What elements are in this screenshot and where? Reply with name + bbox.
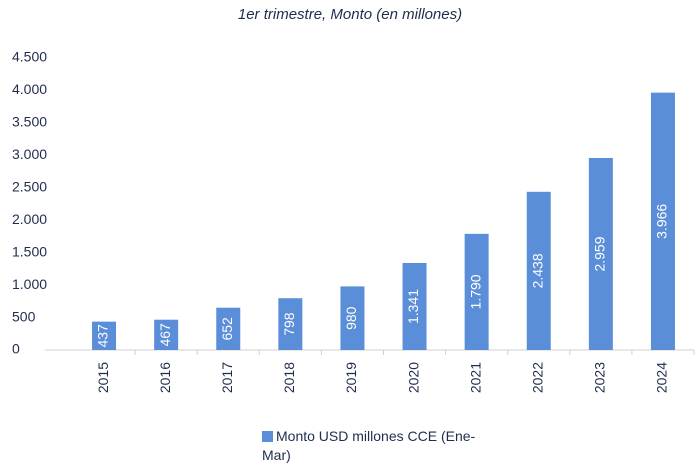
legend-label: Monto USD millones CCE (Ene-Mar) <box>262 428 476 463</box>
x-tick-label: 2017 <box>219 362 235 393</box>
value-label: 2.959 <box>592 236 608 271</box>
x-tick-label: 2021 <box>467 362 483 393</box>
value-label: 1.341 <box>405 289 421 324</box>
x-tick-label: 2022 <box>529 362 545 393</box>
x-tick-label: 2015 <box>95 362 111 393</box>
bar <box>340 286 365 350</box>
value-label: 798 <box>281 312 297 336</box>
y-tick-label: 1.000 <box>12 276 47 292</box>
bar <box>402 262 427 350</box>
y-tick-label: 500 <box>12 308 36 324</box>
y-tick-label: 4.500 <box>12 49 47 65</box>
x-tick-label: 2019 <box>343 362 359 393</box>
value-label: 652 <box>219 317 235 341</box>
bar <box>464 233 489 350</box>
x-tick-label: 2023 <box>592 362 608 393</box>
y-tick-label: 2.000 <box>12 211 47 227</box>
bar <box>650 92 675 350</box>
y-tick-label: 0 <box>12 341 20 357</box>
bar <box>278 298 303 350</box>
legend-swatch <box>262 431 273 442</box>
legend: Monto USD millones CCE (Ene-Mar) <box>262 427 482 465</box>
value-label: 467 <box>157 323 173 347</box>
bar <box>92 321 117 350</box>
value-label: 437 <box>95 324 111 348</box>
value-label: 980 <box>343 306 359 330</box>
y-tick-label: 3.000 <box>12 146 47 162</box>
value-label: 3.966 <box>654 204 670 239</box>
y-tick-label: 1.500 <box>12 243 47 259</box>
bar <box>154 319 179 350</box>
x-tick-label: 2018 <box>281 362 297 393</box>
value-label: 2.438 <box>529 253 545 288</box>
bar <box>588 157 613 350</box>
chart-subtitle: 1er trimestre, Monto (en millones) <box>238 6 462 23</box>
x-tick-label: 2024 <box>654 362 670 393</box>
x-tick-label: 2020 <box>405 362 421 393</box>
value-label: 1.790 <box>467 274 483 309</box>
x-tick-label: 2016 <box>157 362 173 393</box>
y-tick-label: 4.000 <box>12 81 47 97</box>
bar <box>526 191 551 350</box>
bar <box>216 307 241 350</box>
y-tick-label: 3.500 <box>12 114 47 130</box>
y-tick-label: 2.500 <box>12 178 47 194</box>
